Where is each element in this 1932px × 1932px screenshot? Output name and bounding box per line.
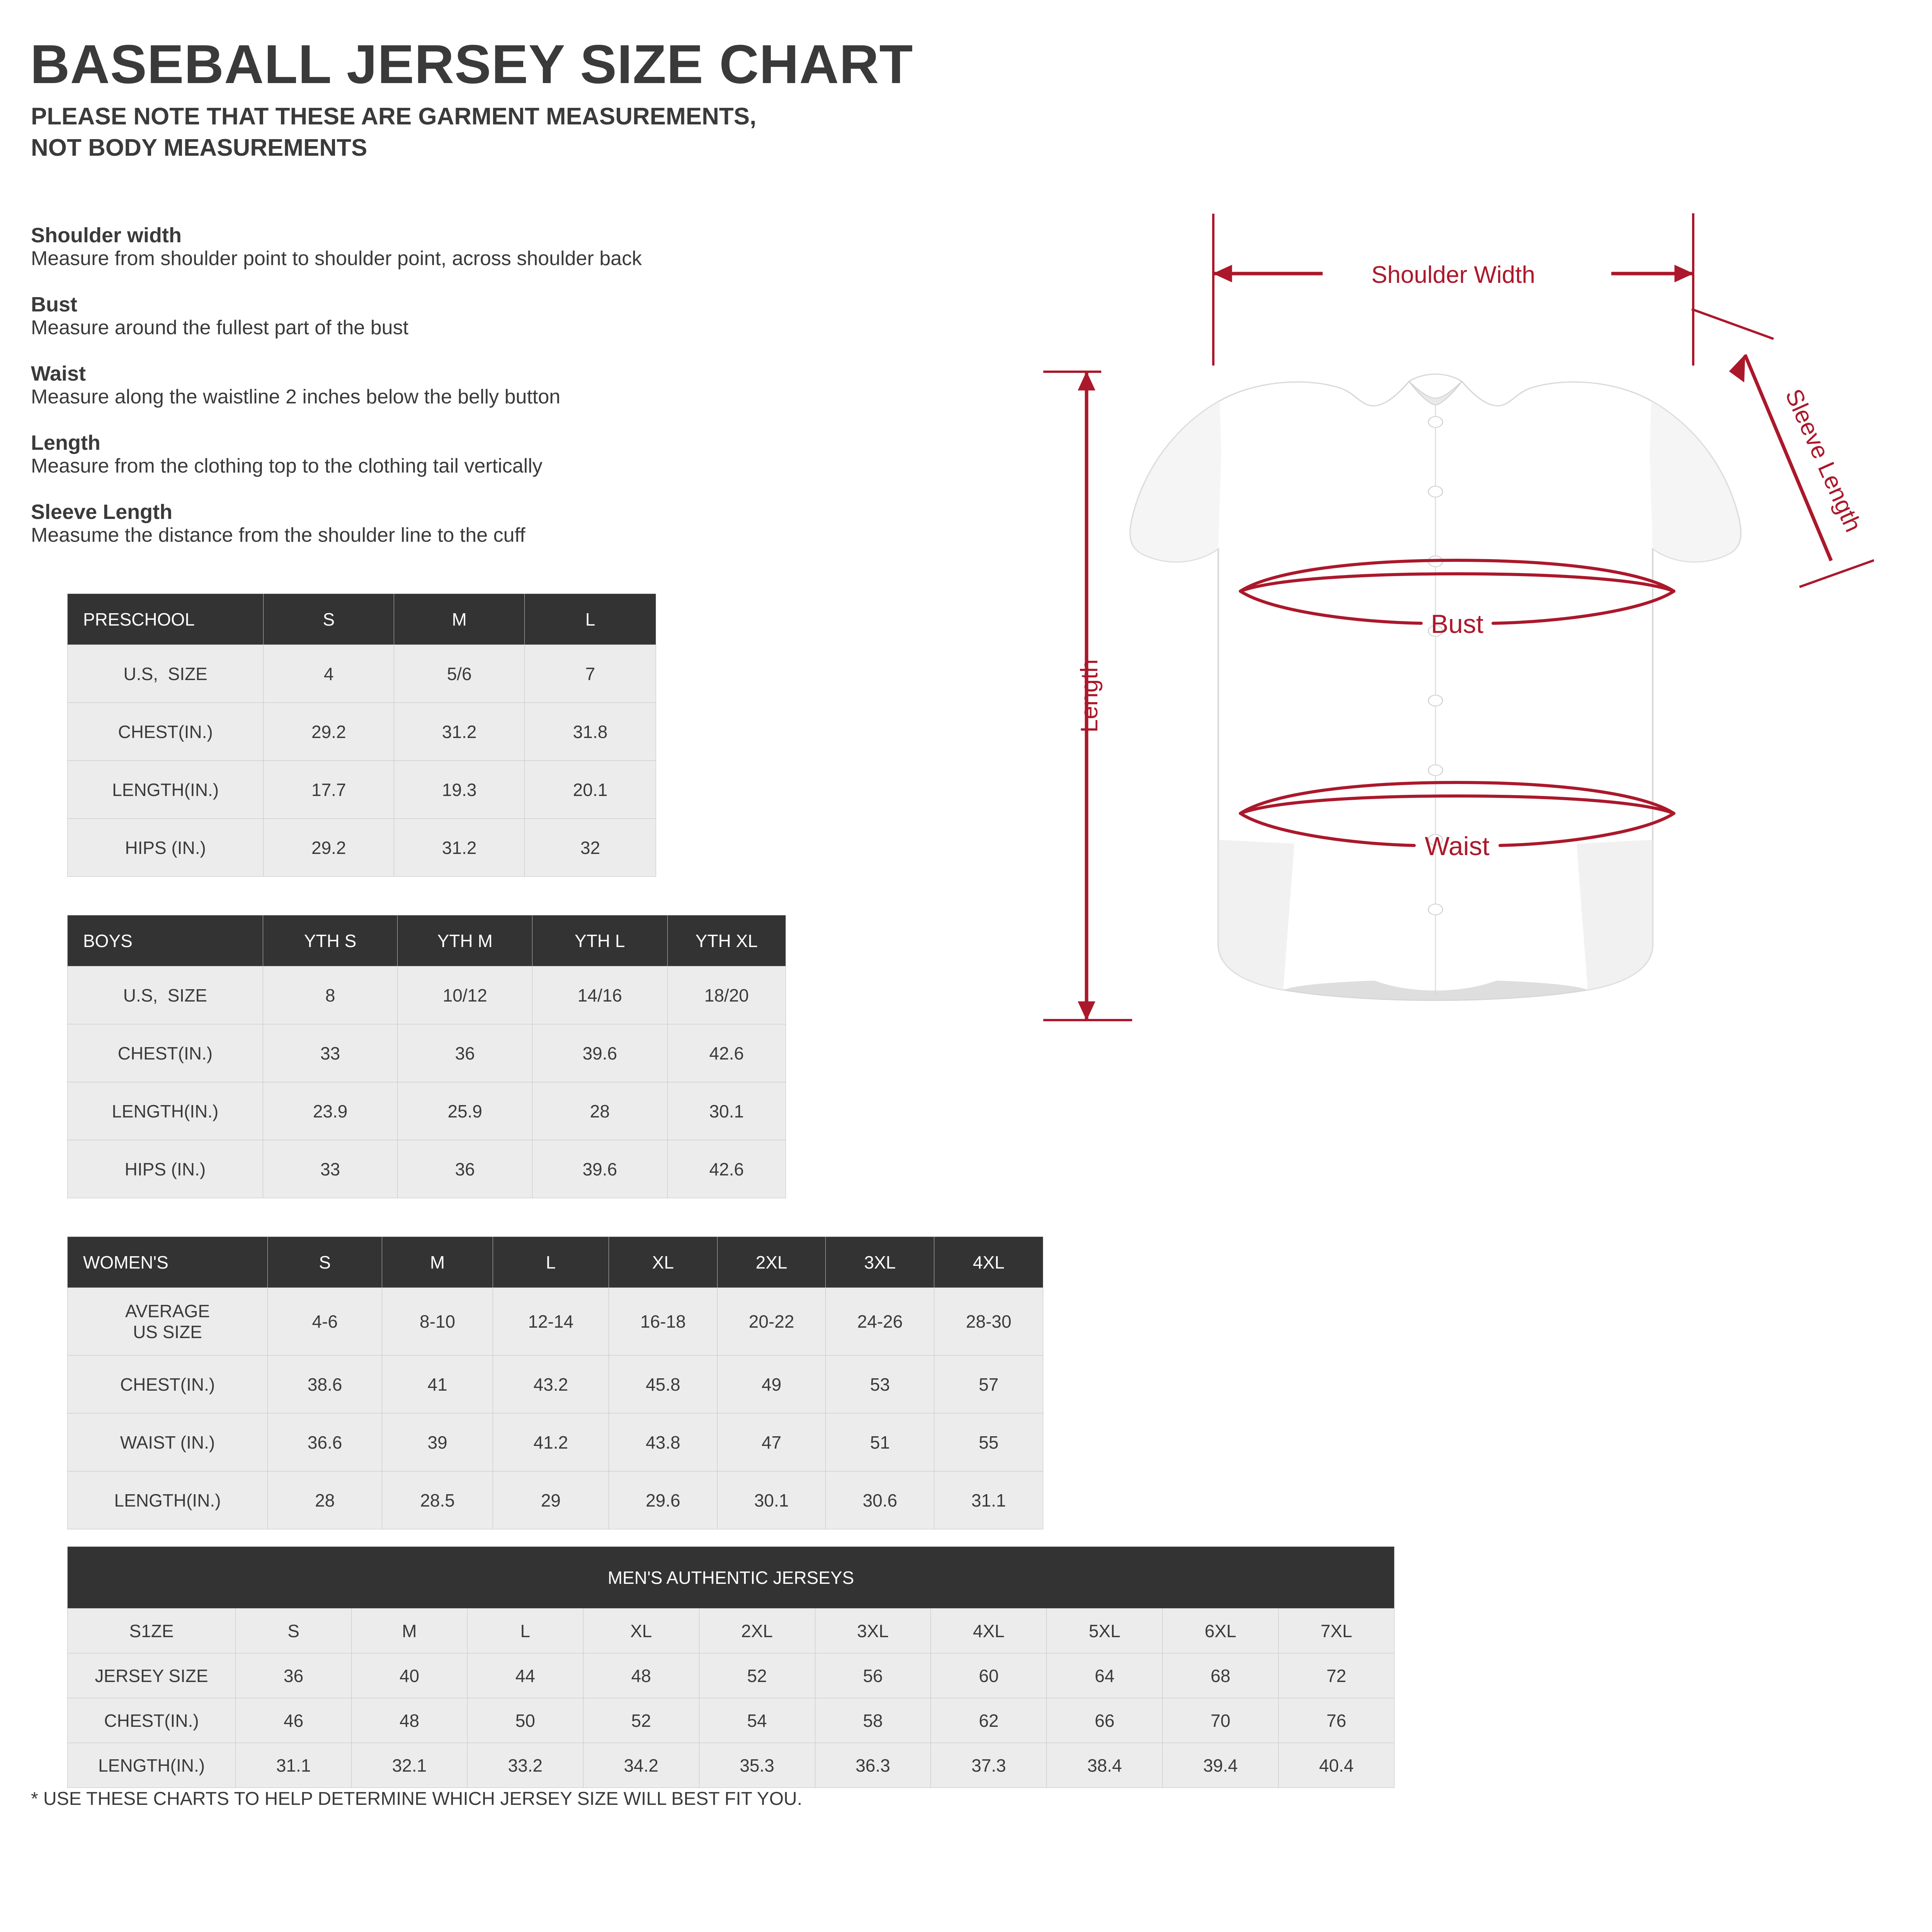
svg-text:Length: Length <box>1076 659 1103 733</box>
svg-text:Waist: Waist <box>1425 832 1490 861</box>
svg-text:Bust: Bust <box>1431 609 1483 639</box>
svg-text:Sleeve Length: Sleeve Length <box>1780 385 1867 536</box>
svg-text:Shoulder Width: Shoulder Width <box>1371 262 1535 288</box>
